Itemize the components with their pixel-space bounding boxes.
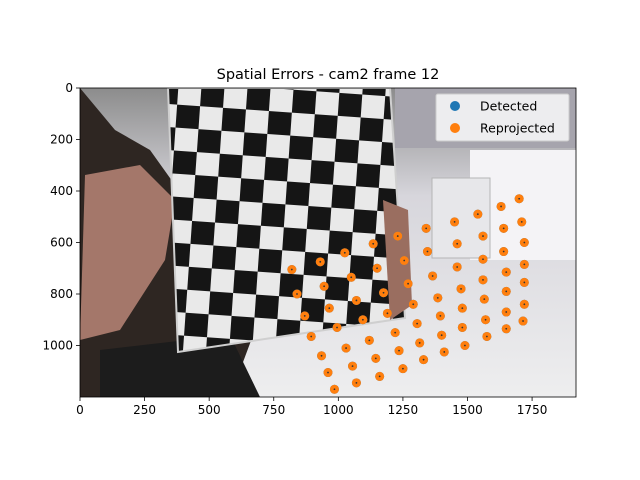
point-center-63 [464, 344, 466, 347]
point-center-26 [382, 291, 385, 294]
point-center-10 [520, 221, 523, 223]
point-center-31 [505, 271, 508, 274]
point-center-32 [482, 278, 484, 281]
point-center-51 [505, 311, 508, 313]
legend-marker-detected [450, 101, 460, 111]
legend-label-detected: Detected [480, 99, 537, 114]
point-center-2 [476, 213, 479, 216]
point-center-20 [523, 241, 526, 244]
point-center-45 [416, 322, 419, 325]
point-center-3 [453, 221, 456, 223]
x-tick-label-4: 1000 [323, 403, 354, 417]
point-center-30 [523, 263, 526, 266]
point-center-17 [350, 276, 353, 279]
point-center-52 [484, 318, 487, 321]
point-center-16 [376, 267, 378, 270]
legend-marker-reprojected [450, 123, 460, 133]
point-center-28 [328, 307, 331, 310]
point-center-55 [418, 342, 421, 344]
point-center-37 [361, 318, 364, 321]
point-center-40 [523, 281, 526, 284]
x-tick-label-2: 500 [198, 403, 221, 417]
point-center-41 [505, 290, 508, 293]
point-center-60 [522, 320, 524, 322]
point-center-42 [483, 298, 486, 301]
point-center-64 [443, 351, 446, 353]
x-tick-label-6: 1500 [452, 403, 483, 417]
point-center-13 [456, 242, 459, 245]
point-center-61 [505, 327, 508, 330]
point-center-69 [333, 388, 336, 391]
x-tick-label-3: 750 [262, 403, 285, 417]
point-center-48 [345, 347, 347, 349]
point-center-27 [355, 299, 358, 302]
point-center-68 [355, 381, 358, 384]
point-center-5 [396, 235, 399, 237]
point-center-24 [431, 275, 434, 277]
point-center-9 [290, 268, 293, 271]
point-center-39 [310, 335, 313, 338]
point-center-19 [296, 293, 298, 295]
point-center-47 [368, 339, 371, 342]
y-tick-label-0: 0 [65, 81, 73, 95]
point-center-11 [502, 227, 505, 230]
legend: Detected Reprojected [435, 93, 570, 142]
y-tick-label-1: 200 [50, 133, 73, 147]
y-tick-label-3: 600 [50, 236, 73, 250]
legend-label-reprojected: Reprojected [480, 121, 555, 136]
point-center-53 [461, 326, 464, 329]
point-center-54 [440, 334, 443, 337]
point-center-59 [327, 371, 329, 374]
point-center-49 [320, 354, 323, 357]
x-tick-label-7: 1750 [517, 403, 548, 417]
point-center-22 [482, 258, 484, 261]
point-center-57 [374, 357, 377, 360]
point-center-8 [319, 260, 322, 263]
point-center-1 [500, 205, 502, 208]
point-center-35 [412, 303, 415, 306]
point-center-7 [343, 251, 346, 254]
scatter-marks [287, 194, 529, 394]
point-center-34 [436, 296, 439, 299]
point-center-65 [422, 358, 425, 361]
point-center-21 [502, 250, 505, 253]
y-axis: 0 200 400 600 800 1000 [42, 81, 80, 353]
point-center-62 [485, 335, 488, 338]
point-center-6 [372, 242, 375, 245]
point-center-46 [394, 331, 397, 334]
x-axis: 0 250 500 750 1000 1250 1500 1750 [76, 397, 547, 417]
x-tick-label-1: 250 [133, 403, 156, 417]
y-tick-label-2: 400 [50, 184, 73, 198]
point-center-12 [482, 235, 484, 237]
point-center-43 [461, 307, 464, 310]
chart-title: Spatial Errors - cam2 frame 12 [217, 67, 440, 83]
point-center-4 [425, 227, 428, 230]
x-tick-label-0: 0 [76, 403, 84, 417]
point-center-25 [407, 282, 409, 285]
legend-frame [435, 93, 570, 142]
y-tick-label-4: 800 [50, 287, 73, 301]
point-center-50 [523, 303, 526, 306]
point-center-23 [456, 266, 459, 268]
point-center-0 [518, 197, 521, 200]
x-tick-label-5: 1250 [388, 403, 419, 417]
point-center-33 [460, 287, 462, 290]
point-center-18 [323, 285, 326, 288]
y-tick-label-5: 1000 [42, 339, 73, 353]
point-center-56 [398, 349, 400, 352]
point-center-15 [403, 259, 406, 262]
point-center-44 [439, 314, 442, 317]
point-center-58 [351, 365, 354, 367]
point-center-36 [386, 312, 389, 315]
point-center-38 [336, 326, 338, 329]
point-center-14 [426, 250, 429, 253]
point-center-66 [402, 367, 404, 370]
point-center-29 [303, 314, 306, 317]
point-center-67 [378, 375, 381, 378]
